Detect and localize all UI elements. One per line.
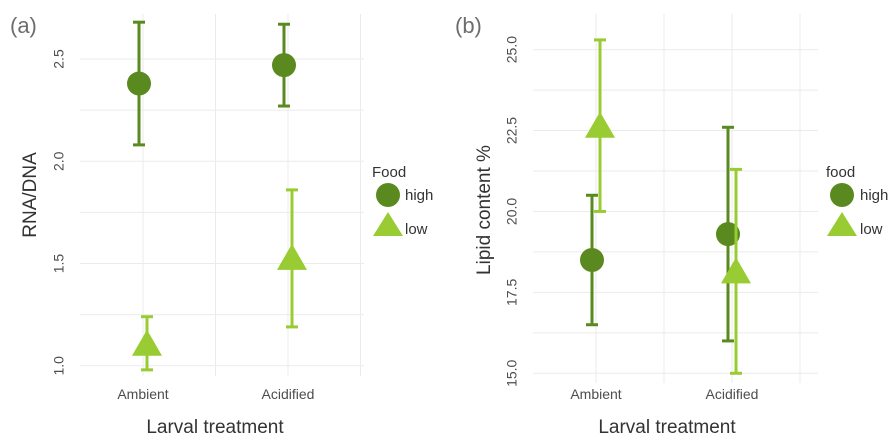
panel-a-marks [127,20,307,372]
panel-a-plot-area [80,14,364,376]
panel-a-legend-label-low: low [405,221,428,238]
x-tick-label: Ambient [117,386,168,402]
panel-b-y-ticks: 15.0 17.5 20.0 22.5 25.0 [504,36,520,387]
y-tick-label: 1.5 [51,254,67,274]
panel-a-y-ticks: 1.0 1.5 2.0 2.5 [51,49,67,375]
panel-a-x-axis-title: Larval treatment [146,417,284,436]
y-tick-label: 2.0 [51,151,67,171]
y-tick-label: 15.0 [504,359,520,386]
panel-a-y-axis-title: RNA/DNA [20,152,41,238]
legend-key-high [830,183,854,207]
point-low-ambient [132,329,162,356]
panel-b-y-axis-title: Lipid content % [474,145,495,275]
panel-a: (a) 1.0 1.5 2.0 2.5 Ambient Acidified Larval… [10,13,433,438]
panel-b: (b) 15.0 17.5 20.0 22.5 25.0 Ambient Acidifie… [455,13,888,438]
point-high-ambient [580,248,604,272]
point-low-ambient [585,111,615,138]
point-low-acidified [721,257,751,284]
panel-a-legend-keys [373,183,403,236]
panel-b-plot-area [533,14,818,383]
panel-a-label: (a) [10,13,37,38]
panel-a-x-ticks: Ambient Acidified [117,386,314,402]
panel-b-legend: food high low [826,164,888,238]
x-tick-label: Acidified [706,386,759,402]
point-high-acidified [716,222,740,247]
panel-b-grid [533,14,818,383]
panel-b-x-axis-title: Larval treatment [598,417,736,436]
panel-b-legend-title: food [826,164,855,181]
panel-b-label: (b) [455,13,482,38]
panel-a-legend-title: Food [372,164,406,181]
panel-b-legend-label-low: low [860,221,883,238]
panel-a-legend: Food high low [372,164,433,238]
legend-key-high [376,183,400,207]
panel-a-legend-label-high: high [405,187,433,204]
legend-key-low [827,212,857,236]
y-tick-label: 25.0 [504,36,520,63]
panel-a-grid [80,14,364,376]
y-tick-label: 2.5 [51,49,67,69]
y-tick-label: 20.0 [504,198,520,225]
y-tick-label: 22.5 [504,117,520,144]
y-tick-label: 1.0 [51,356,67,376]
panel-b-x-ticks: Ambient Acidified [570,386,758,402]
point-low-acidified [277,243,307,270]
x-tick-label: Acidified [262,386,315,402]
point-high-ambient [127,71,151,96]
point-high-acidified [272,53,296,78]
y-tick-label: 17.5 [504,279,520,306]
panel-b-legend-keys [827,183,857,236]
x-tick-label: Ambient [570,386,621,402]
panel-b-legend-label-high: high [860,187,888,204]
legend-key-low [373,212,403,236]
panel-b-marks [580,38,751,375]
